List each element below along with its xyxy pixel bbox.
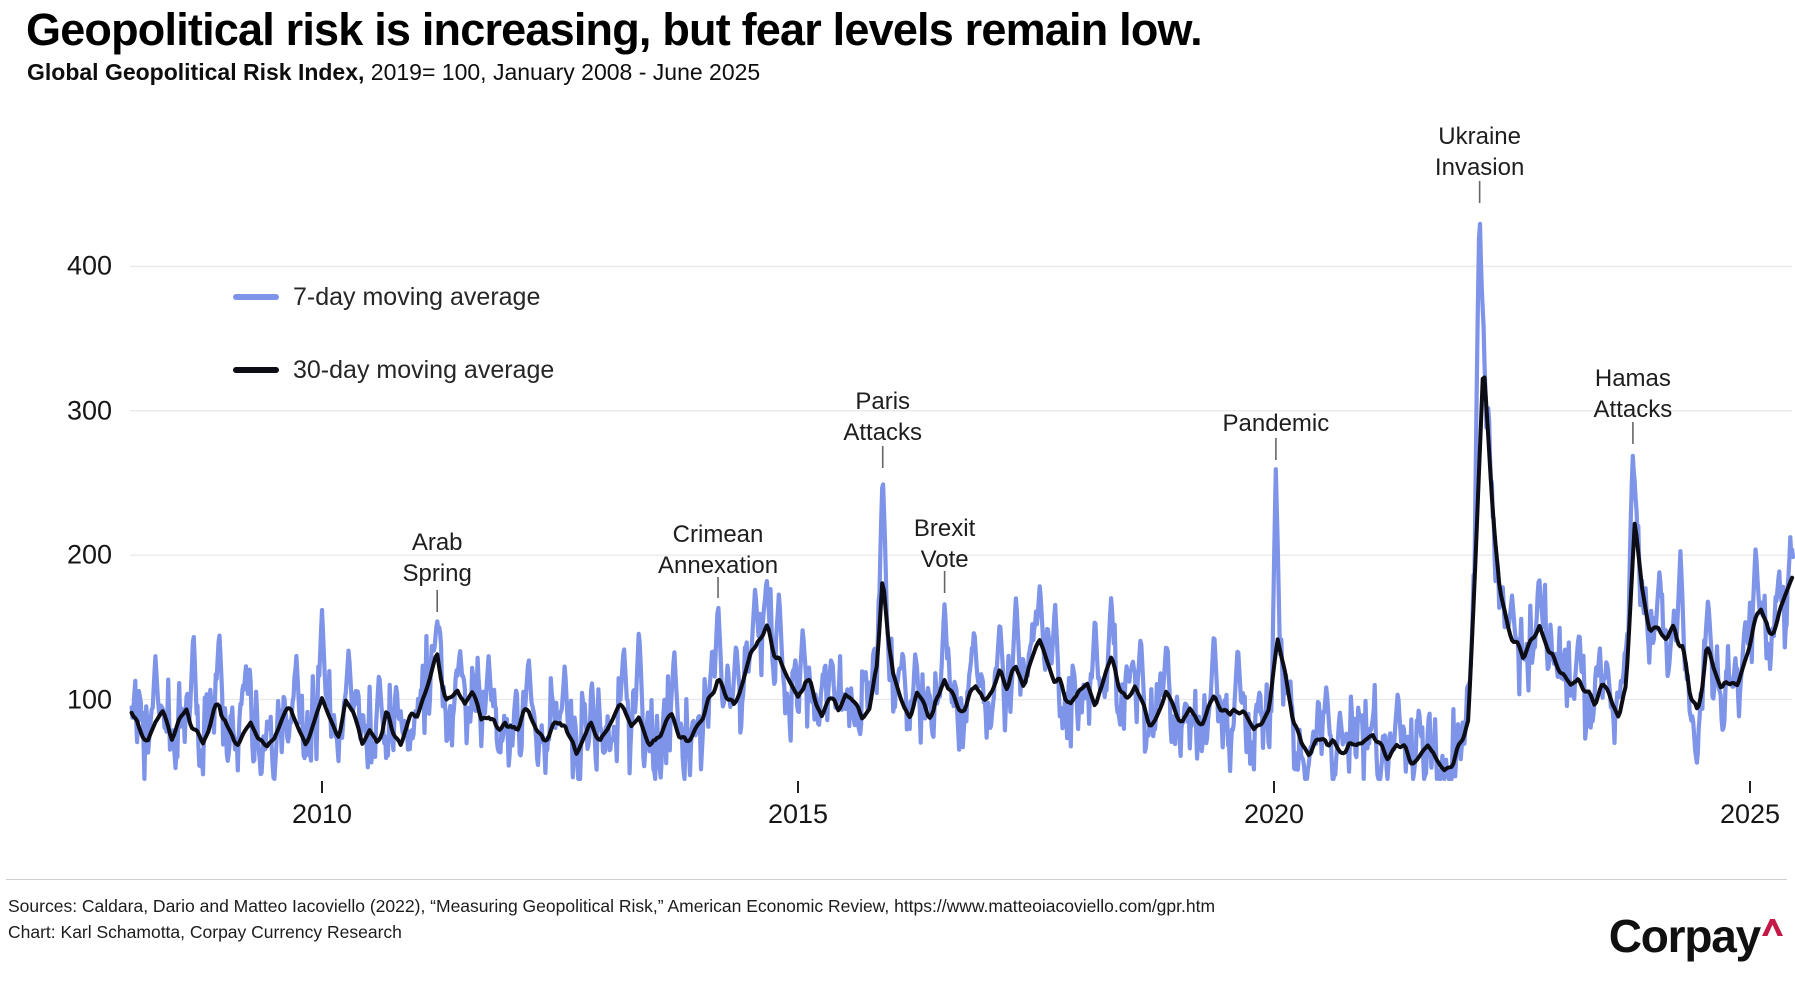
thirty-day-line: [129, 375, 1795, 773]
y-axis-tick-label: 400: [66, 250, 112, 281]
page-title: Geopolitical risk is increasing, but fea…: [26, 4, 1203, 55]
legend-label-7day: 7-day moving average: [293, 282, 541, 311]
x-axis-tick-label: 2015: [767, 799, 829, 829]
legend-label-30day: 30-day moving average: [293, 355, 555, 384]
event-label: Paris Attacks: [843, 388, 923, 446]
chart-legend: 7-day moving average 30-day moving avera…: [233, 282, 554, 428]
subtitle-period: 2019= 100, January 2008 - June 2025: [364, 59, 761, 85]
thirty-day-line-swatch: [233, 367, 279, 373]
sources-text: Sources: Caldara, Dario and Matteo Iacov…: [8, 896, 1216, 916]
event-label: Hamas Attacks: [1593, 365, 1673, 423]
chart-subtitle: Global Geopolitical Risk Index, 2019= 10…: [27, 59, 760, 86]
x-axis-tick-label: 2020: [1243, 799, 1305, 829]
event-label: Brexit Vote: [913, 515, 976, 573]
subtitle-index-name: Global Geopolitical Risk Index,: [27, 59, 365, 85]
caret-icon: [1762, 919, 1783, 936]
y-axis-tick-label: 200: [66, 539, 112, 570]
x-axis-tick-label: 2010: [291, 799, 353, 829]
y-axis-tick-label: 100: [66, 684, 112, 714]
chart-credit-text: Chart: Karl Schamotta, Corpay Currency R…: [8, 922, 402, 942]
legend-item-30day: 30-day moving average: [233, 355, 554, 385]
event-label: Crimean Annexation: [657, 521, 779, 579]
event-label: Ukraine Invasion: [1434, 123, 1525, 181]
event-label: Arab Spring: [402, 529, 472, 587]
seven-day-line-swatch: [233, 294, 279, 300]
seven-day-line: [129, 221, 1795, 781]
footer-divider: [6, 879, 1787, 880]
y-axis-tick-label: 300: [66, 395, 112, 426]
event-label: Pandemic: [1222, 410, 1330, 437]
x-axis-tick-label: 2025: [1719, 799, 1781, 829]
corpay-logo: Corpay: [1609, 913, 1783, 959]
corpay-logo-text: Corpay: [1608, 910, 1761, 962]
legend-item-7day: 7-day moving average: [233, 282, 554, 312]
